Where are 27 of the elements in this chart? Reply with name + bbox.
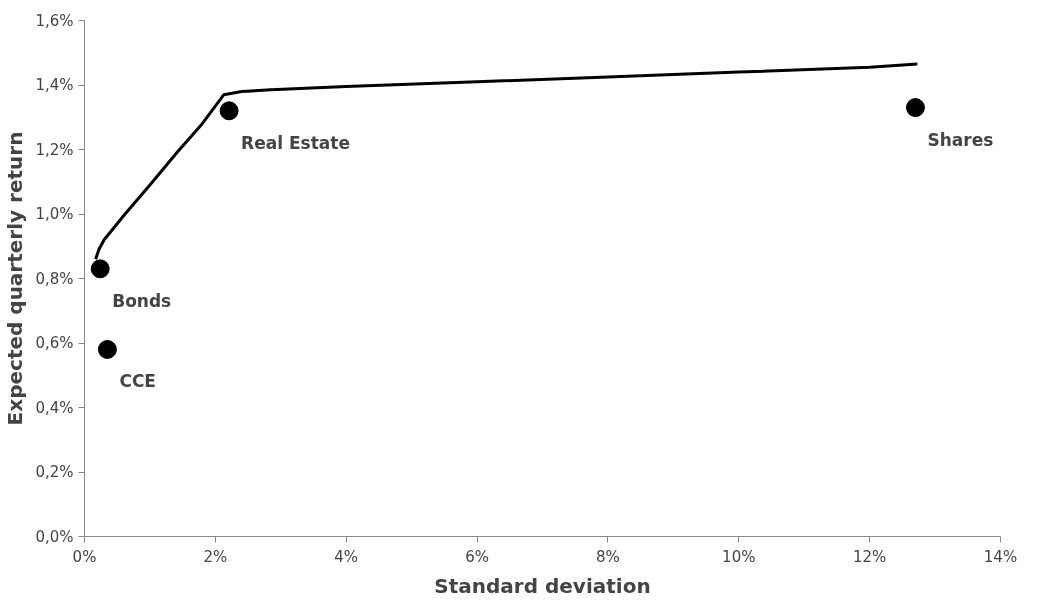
x-axis-title: Standard deviation <box>434 573 651 598</box>
x-tick-label: 0% <box>72 547 97 566</box>
annotation: Bonds <box>112 290 172 311</box>
x-tick-label: 6% <box>465 547 489 566</box>
point <box>219 101 239 121</box>
point <box>97 339 117 359</box>
y-axis-title: Expected quarterly return <box>3 131 28 426</box>
x-tick-label: 14% <box>983 547 1018 566</box>
y-tick-label: 1,6% <box>35 11 74 30</box>
y-tick-label: 0,6% <box>35 334 74 352</box>
annotation: CCE <box>119 371 156 392</box>
y-tick-label: 0,4% <box>35 398 74 417</box>
annotation: Shares <box>927 129 994 150</box>
x-tick-label: 4% <box>334 547 359 566</box>
annotation: Real Estate <box>241 132 350 153</box>
x-tick-label: 10% <box>722 547 756 566</box>
y-tick-label: 1,0% <box>35 205 74 223</box>
y-tick-label: 0,0% <box>35 527 74 546</box>
x-tick-label: 8% <box>596 547 620 566</box>
point <box>90 259 110 279</box>
point <box>905 98 925 118</box>
x-tick-label: 2% <box>203 547 228 566</box>
y-tick-label: 0,8% <box>35 269 74 288</box>
y-tick-label: 1,2% <box>35 140 74 159</box>
x-tick-label: 12% <box>852 547 887 566</box>
y-tick-label: 0,2% <box>35 463 74 481</box>
y-tick-label: 1,4% <box>35 76 74 94</box>
